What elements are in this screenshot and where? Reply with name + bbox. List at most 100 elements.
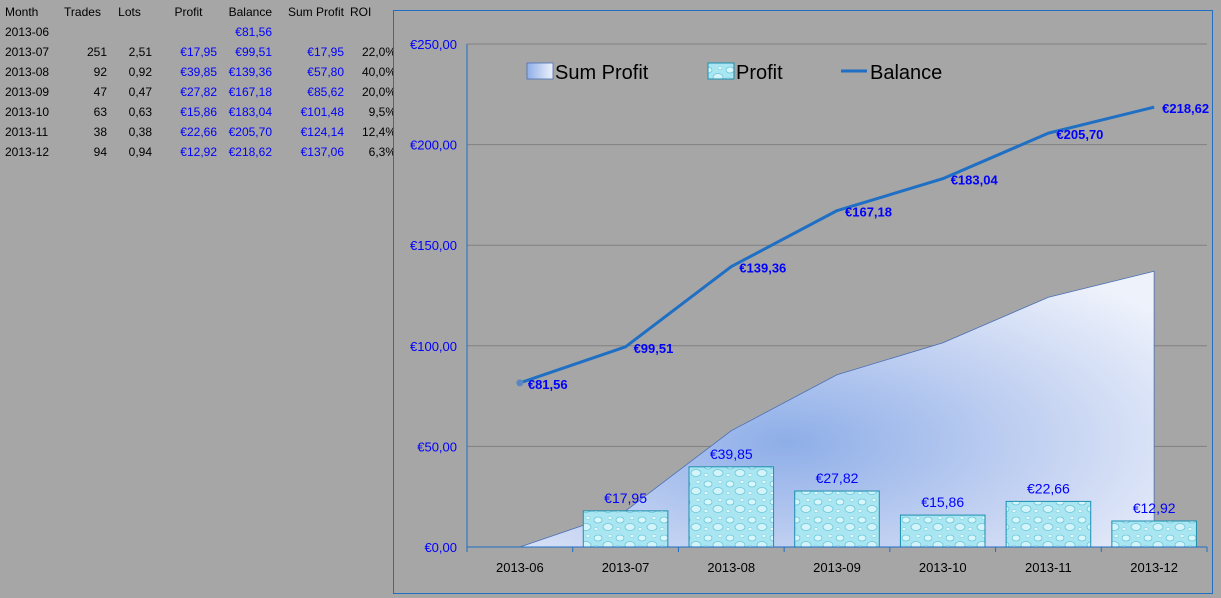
cell-month: 2013-11 xyxy=(5,125,49,139)
cell-balance: €99,51 xyxy=(235,45,272,59)
cell-profit: €22,66 xyxy=(180,125,217,139)
cell-trades: 38 xyxy=(93,125,107,139)
legend-label-profit: Profit xyxy=(736,62,783,84)
cell-balance: €205,70 xyxy=(228,125,272,139)
balance-data-label: €218,62 xyxy=(1162,101,1209,116)
cell-trades: 92 xyxy=(93,65,107,79)
cell-profit: €15,86 xyxy=(180,105,217,119)
cell-trades xyxy=(58,22,107,42)
axes: €0,00 €50,00 €100,00 €150,00 €200,00 €250,00 2… xyxy=(410,37,1208,575)
cell-lots: 2,51 xyxy=(128,45,152,59)
cell-sum-profit: €137,06 xyxy=(300,145,344,159)
cell-trades: 63 xyxy=(93,105,107,119)
cell-sum-profit xyxy=(272,22,344,42)
table-row: 2013-08 92 0,92 €39,85 €139,36 €57,80 40,0% xyxy=(0,62,396,82)
y-tick-label: €250,00 xyxy=(410,37,457,52)
profit-bar xyxy=(582,510,669,548)
header-balance: Balance xyxy=(228,5,272,19)
profit-bar xyxy=(899,514,986,548)
cell-balance: €139,36 xyxy=(228,65,272,79)
cell-month: 2013-08 xyxy=(5,65,50,79)
y-tick-label: €200,00 xyxy=(410,138,457,153)
x-tick-label: 2013-12 xyxy=(1130,560,1178,575)
cell-sum-profit: €57,80 xyxy=(307,65,344,79)
profit-bar xyxy=(1005,500,1092,548)
legend-swatch-profit xyxy=(707,62,735,80)
header-profit: Profit xyxy=(174,5,203,19)
cell-month: 2013-12 xyxy=(5,145,50,159)
header-lots: Lots xyxy=(118,5,141,19)
y-tick-label: €150,00 xyxy=(410,238,457,253)
cell-roi: 40,0% xyxy=(361,65,396,79)
profit-data-label: €27,82 xyxy=(816,470,859,486)
balance-data-label: €139,36 xyxy=(739,261,786,276)
header-sum-profit: Sum Profit xyxy=(287,5,344,19)
header-month: Month xyxy=(5,5,39,19)
profit-data-label: €12,92 xyxy=(1133,500,1176,516)
cell-month: 2013-06 xyxy=(5,25,50,39)
cell-month: 2013-10 xyxy=(5,105,50,119)
cell-trades: 94 xyxy=(93,145,107,159)
balance-first-point xyxy=(516,379,524,387)
profit-data-label: €15,86 xyxy=(921,494,964,510)
cell-sum-profit: €124,14 xyxy=(300,125,344,139)
table-row: 2013-10 63 0,63 €15,86 €183,04 €101,48 9,5% xyxy=(0,102,396,122)
cell-roi: 6,3% xyxy=(368,145,396,159)
cell-roi: 22,0% xyxy=(361,45,396,59)
cell-balance: €218,62 xyxy=(228,145,272,159)
table-row: 2013-11 38 0,38 €22,66 €205,70 €124,14 12,4% xyxy=(0,122,396,142)
table-row: 2013-12 94 0,94 €12,92 €218,62 €137,06 6,3% xyxy=(0,142,396,162)
y-tick-label: €50,00 xyxy=(417,439,457,454)
cell-roi xyxy=(344,22,396,42)
legend-swatch-sum-profit xyxy=(526,62,554,80)
x-tick-label: 2013-11 xyxy=(1025,560,1072,575)
profit-data-label: €17,95 xyxy=(604,490,647,506)
sum-profit-area xyxy=(519,270,1155,548)
cell-trades: 47 xyxy=(93,85,107,99)
x-tick-label: 2013-09 xyxy=(813,560,861,575)
profit-bar xyxy=(1111,520,1197,548)
x-tick-label: 2013-10 xyxy=(919,560,967,575)
cell-profit: €12,92 xyxy=(180,145,217,159)
balance-data-label: €183,04 xyxy=(951,173,999,188)
profit-bar xyxy=(794,490,880,548)
table-row: 2013-06 €81,56 xyxy=(0,22,396,42)
cell-sum-profit: €101,48 xyxy=(300,105,344,119)
cell-balance: €167,18 xyxy=(228,85,272,99)
cell-lots: 0,94 xyxy=(128,145,152,159)
cell-lots: 0,63 xyxy=(128,105,152,119)
cell-profit: €39,85 xyxy=(180,65,217,79)
header-trades: Trades xyxy=(64,5,101,19)
cell-lots xyxy=(107,22,152,42)
profit-data-label: €22,66 xyxy=(1027,480,1070,496)
cell-roi: 12,4% xyxy=(361,125,396,139)
cell-profit: €27,82 xyxy=(180,85,217,99)
cell-roi: 9,5% xyxy=(368,105,396,119)
table-row: 2013-09 47 0,47 €27,82 €167,18 €85,62 20,0% xyxy=(0,82,396,102)
combo-chart: €17,95 €39,85 €27,82 €15,86 €22,66 €12,92 €81… xyxy=(410,37,1209,575)
balance-data-label: €99,51 xyxy=(634,341,674,356)
profit-bar xyxy=(688,466,775,548)
x-tick-label: 2013-06 xyxy=(496,560,544,575)
chart-legend: Sum Profit Profit Balance xyxy=(526,62,942,84)
cell-balance: €183,04 xyxy=(228,105,272,119)
chart-area: €17,95 €39,85 €27,82 €15,86 €22,66 €12,92 €81… xyxy=(393,10,1213,594)
balance-line-series: €81,56 €99,51 €139,36 €167,18 €183,04 €205,70… xyxy=(516,101,1209,392)
balance-data-label: €205,70 xyxy=(1056,127,1103,142)
y-tick-label: €100,00 xyxy=(410,339,457,354)
cell-roi: 20,0% xyxy=(361,85,396,99)
y-tick-label: €0,00 xyxy=(424,540,457,555)
cell-profit xyxy=(152,22,217,42)
balance-data-label: €167,18 xyxy=(845,205,892,220)
cell-lots: 0,38 xyxy=(128,125,152,139)
cell-balance: €81,56 xyxy=(235,25,272,39)
table-row: 2013-07 251 2,51 €17,95 €99,51 €17,95 22,0% xyxy=(0,42,396,62)
balance-line xyxy=(519,105,1155,385)
header-roi: ROI xyxy=(350,5,372,19)
cell-profit: €17,95 xyxy=(180,45,217,59)
legend-label-balance: Balance xyxy=(870,62,942,84)
cell-lots: 0,47 xyxy=(128,85,152,99)
cell-sum-profit: €17,95 xyxy=(307,45,344,59)
table-body: 2013-06 €81,56 2013-07 251 2,51 €17,95 €99,51 €… xyxy=(0,22,396,162)
cell-sum-profit: €85,62 xyxy=(307,85,344,99)
